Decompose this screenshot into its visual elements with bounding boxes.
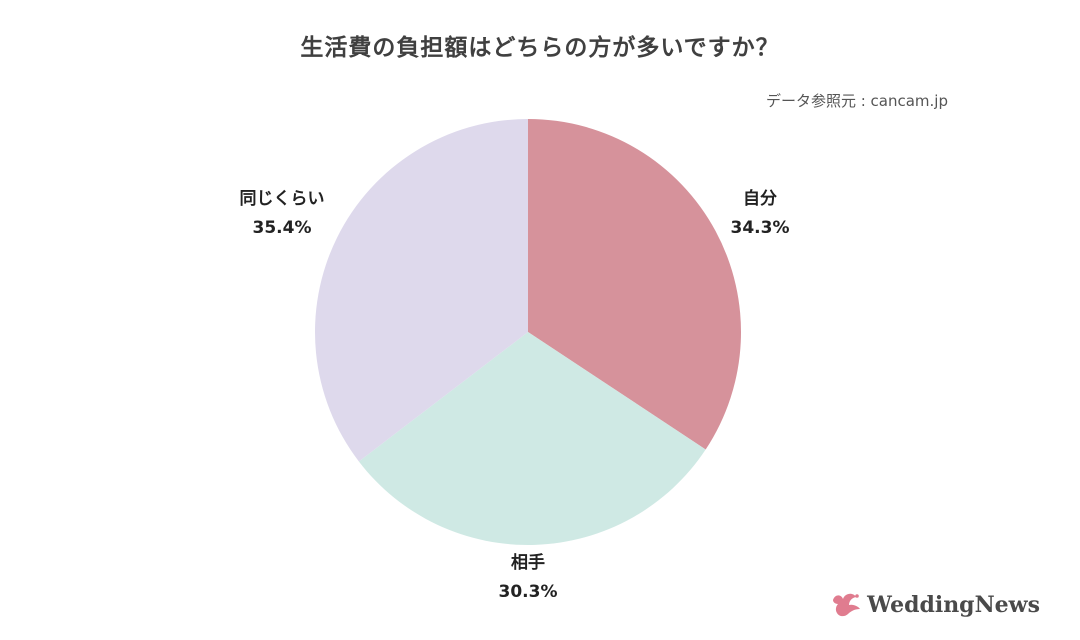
- brand-logo: WeddingNews: [829, 590, 1040, 620]
- pie-slice: [528, 119, 741, 450]
- chart-title: 生活費の負担額はどちらの方が多いですか？: [300, 35, 780, 61]
- slice-label: 同じくらい: [240, 189, 325, 209]
- dove-icon: [833, 593, 861, 617]
- pie-slice: [358, 332, 706, 545]
- slice-value-label: 30.3%: [499, 582, 558, 602]
- slice-label: 相手: [511, 552, 545, 573]
- slice-value-label: 35.4%: [253, 218, 312, 238]
- pie-slice: [315, 119, 528, 462]
- slice-label: 自分: [743, 188, 777, 209]
- slice-value-label: 34.3%: [731, 218, 790, 238]
- brand-name: WeddingNews: [867, 592, 1040, 618]
- source-note: データ参照元 : cancam.jp: [765, 92, 948, 110]
